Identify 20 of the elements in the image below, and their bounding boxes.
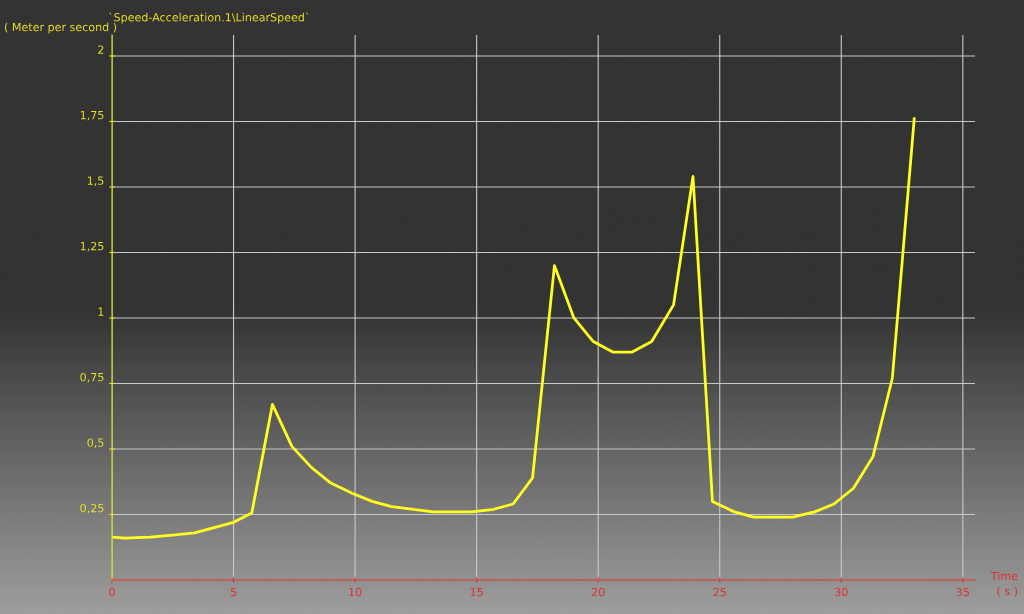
y-tick-label: 1,75 — [80, 111, 104, 121]
y-tick-label: 0,75 — [80, 372, 104, 383]
y-tick-label: 1,25 — [80, 241, 104, 252]
x-tick-label: 0 — [109, 587, 115, 597]
x-axis-title: Time — [990, 571, 1018, 581]
y-tick-label: 0,25 — [80, 503, 104, 514]
x-tick-label: 35 — [956, 587, 969, 597]
y-tick-label: 0,5 — [87, 438, 104, 448]
text: ( s ) — [997, 586, 1018, 597]
chart-title: `Speed-Acceleration.1\LinearSpeed` — [108, 12, 309, 24]
y-tick-label: 2 — [98, 45, 104, 54]
y-tick-label: 1,5 — [87, 176, 104, 186]
y-tick-label: 1 — [98, 307, 104, 316]
x-tick-label: 30 — [835, 587, 848, 597]
y-axis-title: ( Meter per second ) — [4, 22, 117, 34]
x-tick-label: 10 — [349, 587, 362, 597]
x-tick-label: 25 — [713, 587, 726, 597]
x-tick-label: 5 — [230, 587, 237, 597]
x-tick-label: 15 — [470, 587, 483, 597]
x-tick-label: 20 — [591, 587, 605, 597]
